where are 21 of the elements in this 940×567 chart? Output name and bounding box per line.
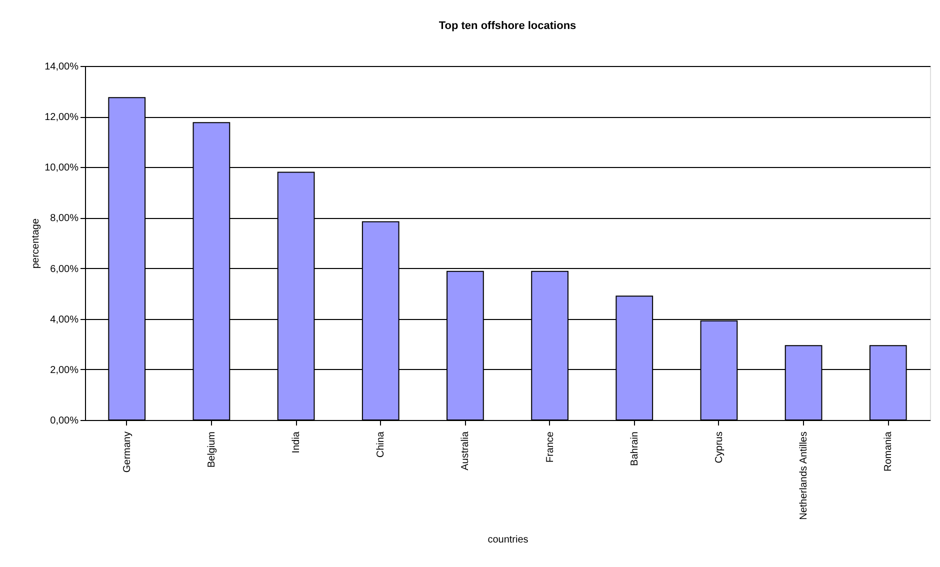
y-tick-label: 4,00%	[50, 314, 79, 326]
x-tick-label: Germany	[122, 432, 133, 473]
y-tick-label: 12,00%	[44, 112, 79, 124]
x-tick-label: Romania	[883, 431, 894, 472]
x-tick-label: Belgium	[206, 432, 218, 468]
y-tick-label: 10,00%	[44, 162, 79, 174]
y-tick-label: 2,00%	[50, 364, 79, 376]
y-tick-label: 8,00%	[50, 213, 79, 224]
x-tick-label: China	[376, 431, 387, 458]
x-axis-title: countries	[488, 534, 528, 546]
y-tick-label: 6,00%	[50, 264, 79, 275]
y-tick-label: 0,00%	[50, 416, 79, 426]
x-tick-label: India	[291, 431, 302, 454]
x-tick-label: Australia	[460, 431, 472, 470]
y-tick-label: 14,00%	[44, 62, 79, 72]
x-tick-label: Bahrain	[629, 432, 640, 466]
chart-title: Top ten offshore locations	[438, 20, 576, 32]
x-tick-label: Netherlands Antilles	[798, 432, 810, 520]
y-axis-title: percentage	[30, 218, 42, 269]
x-tick-label: Cyprus	[714, 432, 725, 464]
x-tick-label: France	[544, 431, 556, 463]
